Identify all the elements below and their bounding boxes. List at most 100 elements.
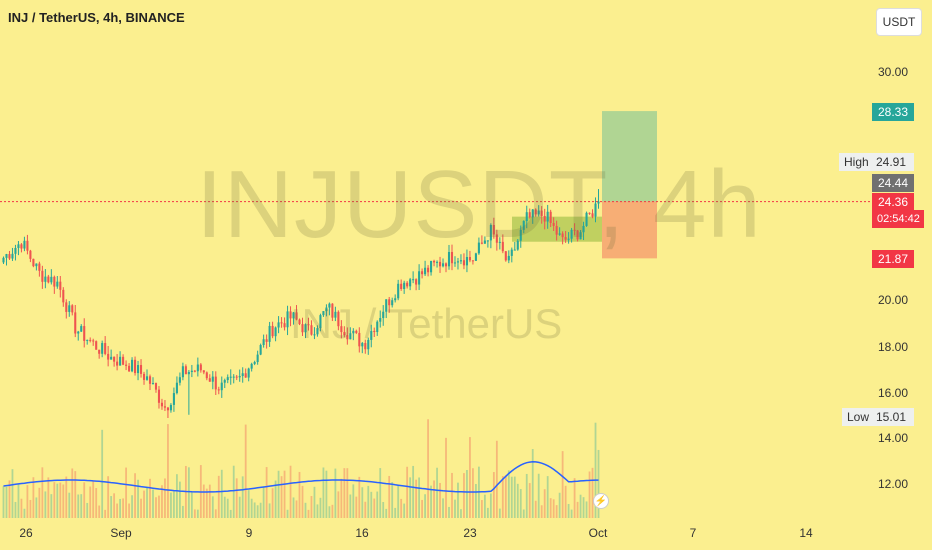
volume-bar — [460, 509, 462, 518]
last-price-tag: 24.44 — [872, 174, 914, 192]
candle-body — [588, 212, 591, 214]
y-tick-label: 14.00 — [877, 431, 908, 445]
volume-bar — [38, 487, 41, 518]
candle-body — [367, 339, 370, 350]
candle-body — [501, 241, 504, 252]
volume-bar — [409, 477, 412, 518]
volume-bar — [128, 503, 130, 518]
volume-bar — [202, 484, 205, 518]
candle-body — [142, 373, 146, 380]
candle-body — [283, 323, 286, 328]
candle-body — [319, 315, 322, 329]
currency-button[interactable]: USDT — [876, 8, 922, 36]
candle-body — [552, 222, 555, 226]
low-value: 15.01 — [872, 408, 914, 426]
candle-body — [23, 240, 26, 249]
candle-body — [172, 393, 175, 405]
candle-body — [573, 229, 576, 231]
candle-body — [352, 330, 355, 334]
candle-body — [5, 254, 8, 258]
x-tick-label: 16 — [355, 526, 369, 540]
candle-body — [80, 326, 83, 332]
volume-bar — [528, 483, 531, 518]
volume-bar — [235, 478, 238, 518]
volume-bar — [11, 469, 14, 518]
candle-body — [543, 216, 546, 222]
volume-bar — [250, 498, 253, 518]
y-tick-label: 12.00 — [877, 477, 908, 491]
volume-bar — [519, 489, 522, 518]
candle-body — [492, 224, 495, 235]
candle-body — [292, 312, 295, 319]
lightning-icon[interactable]: ⚡ — [593, 493, 609, 509]
candle-body — [474, 253, 477, 261]
candle-body — [346, 335, 349, 340]
volume-bar — [391, 482, 394, 518]
volume-bar — [370, 491, 373, 518]
volume-bar — [83, 482, 86, 518]
volume-bar — [418, 477, 421, 518]
volume-bar — [534, 500, 537, 518]
candle-body — [262, 339, 265, 346]
volume-bar — [495, 440, 498, 518]
volume-bar — [579, 494, 582, 518]
candle-body — [516, 240, 519, 250]
watermark-name: INJ / TetherUS — [290, 300, 563, 347]
candle-body — [277, 322, 280, 328]
volume-bar — [92, 480, 95, 518]
volume-bar — [289, 465, 292, 518]
volume-bar — [292, 497, 295, 518]
volume-bar — [304, 502, 307, 518]
candle-body — [32, 258, 35, 267]
volume-bar — [280, 476, 283, 518]
volume-bar — [448, 506, 450, 518]
candle-body — [59, 281, 62, 290]
candle-body — [361, 343, 364, 347]
volume-bar — [334, 468, 337, 518]
low-label: Low — [842, 408, 875, 426]
candle-body — [101, 343, 104, 354]
volume-bar — [570, 509, 573, 518]
volume-bar — [295, 500, 298, 518]
volume-bar — [217, 475, 220, 518]
candle-body — [235, 376, 238, 378]
candle-body — [430, 260, 433, 273]
candle-body — [44, 276, 47, 282]
volume-bar — [98, 505, 101, 518]
candle-body — [400, 283, 403, 289]
candle-body — [104, 343, 107, 354]
volume-bar — [415, 479, 418, 518]
volume-bar — [44, 491, 47, 518]
candle-body — [214, 376, 217, 390]
candle-body — [113, 356, 116, 362]
candle-body — [373, 330, 376, 333]
volume-bar — [89, 486, 92, 518]
candle-body — [456, 261, 460, 263]
volume-bar — [241, 476, 244, 518]
candle-body — [265, 339, 268, 342]
volume-bar — [101, 429, 104, 518]
volume-bar — [146, 487, 148, 518]
volume-bar — [472, 468, 474, 518]
candle-body — [83, 326, 86, 341]
x-tick-label: Oct — [588, 526, 608, 540]
candle-body — [459, 260, 463, 262]
candle-body — [525, 212, 528, 221]
volume-bar — [8, 480, 11, 518]
candle-body — [427, 267, 430, 273]
volume-bar — [513, 476, 516, 518]
candle-body — [187, 372, 190, 375]
candle-body — [11, 253, 14, 259]
candle-body — [546, 211, 549, 222]
candle-body — [47, 276, 50, 283]
volume-bar — [17, 484, 20, 518]
candle-body — [570, 229, 573, 239]
candle-body — [480, 242, 483, 244]
volume-bar — [298, 471, 301, 518]
volume-bar — [346, 468, 349, 518]
candle-body — [412, 279, 415, 281]
volume-bar — [253, 502, 256, 518]
volume-bar — [385, 508, 388, 518]
